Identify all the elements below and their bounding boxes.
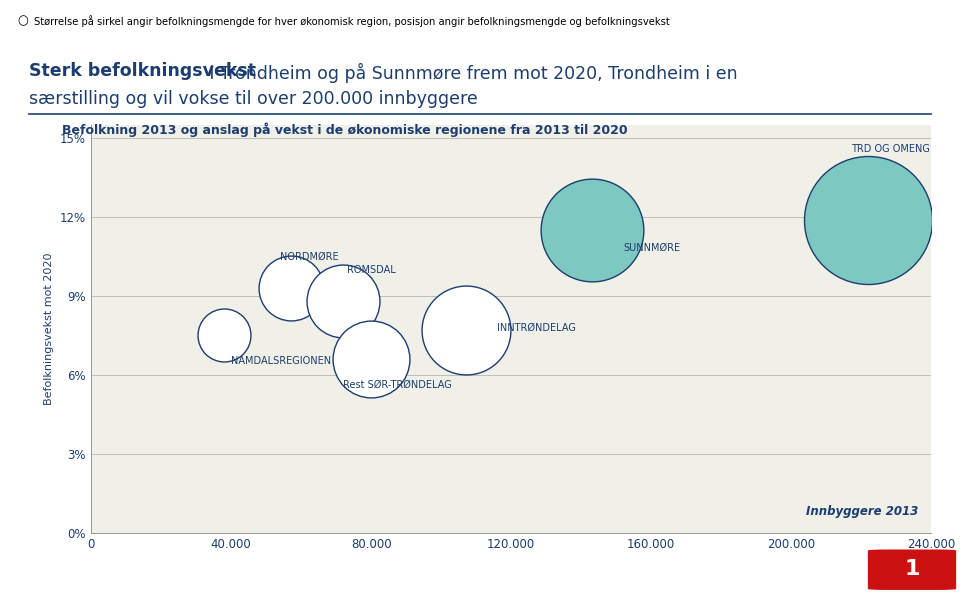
Text: Rest SØR-TRØNDELAG: Rest SØR-TRØNDELAG: [344, 380, 452, 390]
Point: [336, 296, 351, 306]
Point: [458, 325, 473, 335]
Text: SUNNMØRE: SUNNMØRE: [623, 243, 681, 253]
Point: [584, 226, 599, 235]
Text: Grønn sterk vekst, Hvit nøytral vekst, Rød svak vekst: Grønn sterk vekst, Hvit nøytral vekst, R…: [12, 577, 290, 587]
Text: Befolkning 2013 og anslag på vekst i de økonomiske regionene fra 2013 til 2020: Befolkning 2013 og anslag på vekst i de …: [62, 122, 628, 136]
Point: [217, 331, 232, 340]
Text: Størrelse på sirkel angir befolkningsmengde for hver økonomisk region, posisjon : Størrelse på sirkel angir befolkningsmen…: [34, 15, 669, 27]
Point: [283, 283, 299, 293]
Text: Kilde: SSB Befolkningsvekst høyt anslag, inndeling av markedsområder på geografi: Kilde: SSB Befolkningsvekst høyt anslag,…: [12, 555, 503, 566]
Text: 1: 1: [904, 559, 920, 579]
Text: INNTRØNDELAG: INNTRØNDELAG: [497, 322, 576, 333]
Text: NAMDALSREGIONEN: NAMDALSREGIONEN: [231, 356, 331, 367]
Text: SpareBank: SpareBank: [744, 560, 845, 578]
Text: i Trondheim og på Sunnmøre frem mot 2020, Trondheim i en: i Trondheim og på Sunnmøre frem mot 2020…: [204, 62, 738, 83]
Text: SMN: SMN: [817, 580, 838, 590]
Text: Sterk befolkningsvekst: Sterk befolkningsvekst: [29, 62, 255, 80]
Text: særstilling og vil vokse til over 200.000 innbyggere: særstilling og vil vokse til over 200.00…: [29, 90, 477, 108]
Text: NORDMØRE: NORDMØRE: [280, 252, 339, 262]
Text: TRD OG OMENG: TRD OG OMENG: [851, 144, 929, 154]
Point: [860, 215, 876, 224]
Text: ○: ○: [17, 14, 28, 27]
Text: ROMSDAL: ROMSDAL: [347, 265, 396, 275]
Point: [364, 354, 379, 364]
FancyBboxPatch shape: [868, 550, 956, 590]
Y-axis label: Befolkningsvekst mot 2020: Befolkningsvekst mot 2020: [44, 252, 54, 405]
Text: Innbyggere 2013: Innbyggere 2013: [806, 505, 919, 518]
